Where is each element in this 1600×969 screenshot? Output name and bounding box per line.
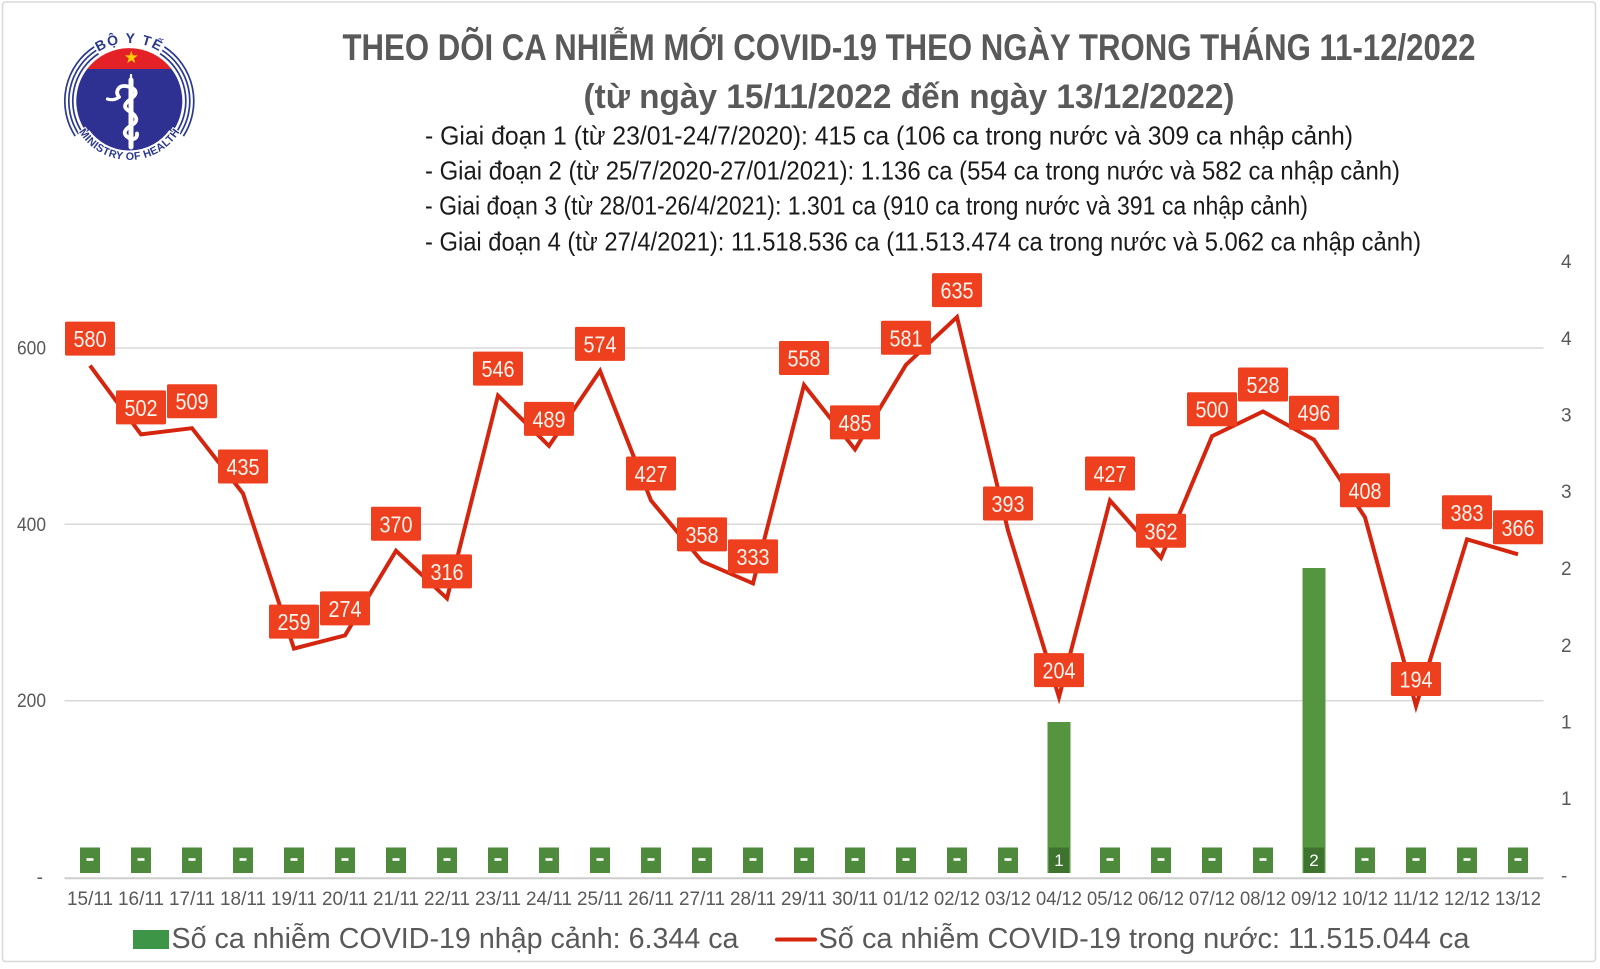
- svg-text:29/11: 29/11: [781, 889, 827, 910]
- svg-text:22/11: 22/11: [424, 889, 470, 910]
- svg-text:06/12: 06/12: [1138, 889, 1184, 910]
- svg-text:383: 383: [1451, 500, 1484, 526]
- svg-text:496: 496: [1298, 400, 1331, 426]
- svg-text:509: 509: [176, 389, 209, 415]
- svg-text:1: 1: [1054, 851, 1063, 870]
- svg-text:28/11: 28/11: [730, 889, 776, 910]
- svg-text:2: 2: [1561, 636, 1572, 657]
- svg-text:23/11: 23/11: [475, 889, 521, 910]
- svg-text:1: 1: [1561, 713, 1572, 734]
- svg-text:- Giai đoạn 4 (từ 27/4/2021):: - Giai đoạn 4 (từ 27/4/2021): 11.518.536…: [425, 227, 1421, 257]
- svg-text:07/12: 07/12: [1189, 889, 1235, 910]
- svg-text:362: 362: [1145, 518, 1178, 544]
- svg-text:546: 546: [482, 356, 515, 382]
- svg-text:489: 489: [533, 406, 566, 432]
- svg-text:11/12: 11/12: [1393, 889, 1439, 910]
- svg-text:408: 408: [1349, 478, 1382, 504]
- svg-text:2: 2: [1561, 559, 1572, 580]
- svg-text:581: 581: [890, 325, 923, 351]
- svg-text:18/11: 18/11: [220, 889, 266, 910]
- svg-text:15/11: 15/11: [67, 889, 113, 910]
- svg-text:204: 204: [1043, 658, 1076, 684]
- svg-text:393: 393: [992, 491, 1025, 517]
- svg-text:259: 259: [278, 609, 311, 635]
- svg-text:12/12: 12/12: [1444, 889, 1490, 910]
- svg-text:10/12: 10/12: [1342, 889, 1388, 910]
- svg-text:316: 316: [431, 559, 464, 585]
- svg-text:05/12: 05/12: [1087, 889, 1133, 910]
- svg-text:600: 600: [17, 339, 46, 360]
- svg-text:528: 528: [1247, 372, 1280, 398]
- svg-text:366: 366: [1502, 515, 1535, 541]
- svg-text:558: 558: [788, 346, 821, 372]
- svg-text:2: 2: [1309, 851, 1318, 870]
- svg-text:1: 1: [1561, 789, 1572, 810]
- svg-text:400: 400: [17, 515, 46, 536]
- svg-text:370: 370: [380, 511, 413, 537]
- svg-text:- Giai đoạn 2 (từ 25/7/2020-27: - Giai đoạn 2 (từ 25/7/2020-27/01/2021):…: [425, 156, 1400, 186]
- svg-text:485: 485: [839, 410, 872, 436]
- svg-text:20/11: 20/11: [322, 889, 368, 910]
- svg-text:274: 274: [329, 596, 362, 622]
- svg-text:194: 194: [1400, 667, 1433, 693]
- svg-text:03/12: 03/12: [985, 889, 1031, 910]
- svg-text:17/11: 17/11: [169, 889, 215, 910]
- svg-text:200: 200: [17, 691, 46, 712]
- svg-text:427: 427: [635, 461, 668, 487]
- svg-text:435: 435: [227, 454, 260, 480]
- svg-text:3: 3: [1561, 406, 1572, 427]
- svg-text:500: 500: [1196, 397, 1229, 423]
- svg-text:09/12: 09/12: [1291, 889, 1337, 910]
- svg-text:27/11: 27/11: [679, 889, 725, 910]
- svg-text:-: -: [37, 868, 43, 889]
- svg-text:24/11: 24/11: [526, 889, 572, 910]
- svg-text:(từ ngày 15/11/2022 đến ngày 1: (từ ngày 15/11/2022 đến ngày 13/12/2022): [584, 78, 1235, 116]
- svg-text:333: 333: [737, 544, 770, 570]
- svg-text:635: 635: [941, 278, 974, 304]
- svg-text:13/12: 13/12: [1495, 889, 1541, 910]
- svg-text:- Giai đoạn 1 (từ 23/01-24/7/2: - Giai đoạn 1 (từ 23/01-24/7/2020): 415 …: [425, 121, 1353, 151]
- svg-text:01/12: 01/12: [883, 889, 929, 910]
- svg-text:16/11: 16/11: [118, 889, 164, 910]
- svg-text:4: 4: [1561, 329, 1572, 350]
- svg-text:427: 427: [1094, 461, 1127, 487]
- svg-text:358: 358: [686, 522, 719, 548]
- svg-text:Số ca nhiễm COVID-19 trong nướ: Số ca nhiễm COVID-19 trong nước: 11.515.…: [819, 922, 1471, 955]
- svg-text:25/11: 25/11: [577, 889, 623, 910]
- svg-text:502: 502: [125, 395, 158, 421]
- svg-text:Số ca nhiễm COVID-19 nhập cảnh: Số ca nhiễm COVID-19 nhập cảnh: 6.344 ca: [172, 922, 740, 955]
- svg-text:30/11: 30/11: [832, 889, 878, 910]
- svg-text:19/11: 19/11: [271, 889, 317, 910]
- svg-text:21/11: 21/11: [373, 889, 419, 910]
- svg-text:4: 4: [1561, 252, 1572, 273]
- svg-text:- Giai đoạn 3 (từ 28/01-26/4/2: - Giai đoạn 3 (từ 28/01-26/4/2021): 1.30…: [425, 191, 1308, 221]
- svg-text:-: -: [1561, 866, 1567, 887]
- svg-text:THEO DÕI CA NHIỄM MỚI COVID-19: THEO DÕI CA NHIỄM MỚI COVID-19 THEO NGÀY…: [343, 26, 1476, 68]
- svg-text:574: 574: [584, 331, 617, 357]
- svg-text:3: 3: [1561, 482, 1572, 503]
- svg-text:04/12: 04/12: [1036, 889, 1082, 910]
- svg-text:580: 580: [74, 326, 107, 352]
- svg-text:26/11: 26/11: [628, 889, 674, 910]
- svg-text:08/12: 08/12: [1240, 889, 1286, 910]
- svg-text:02/12: 02/12: [934, 889, 980, 910]
